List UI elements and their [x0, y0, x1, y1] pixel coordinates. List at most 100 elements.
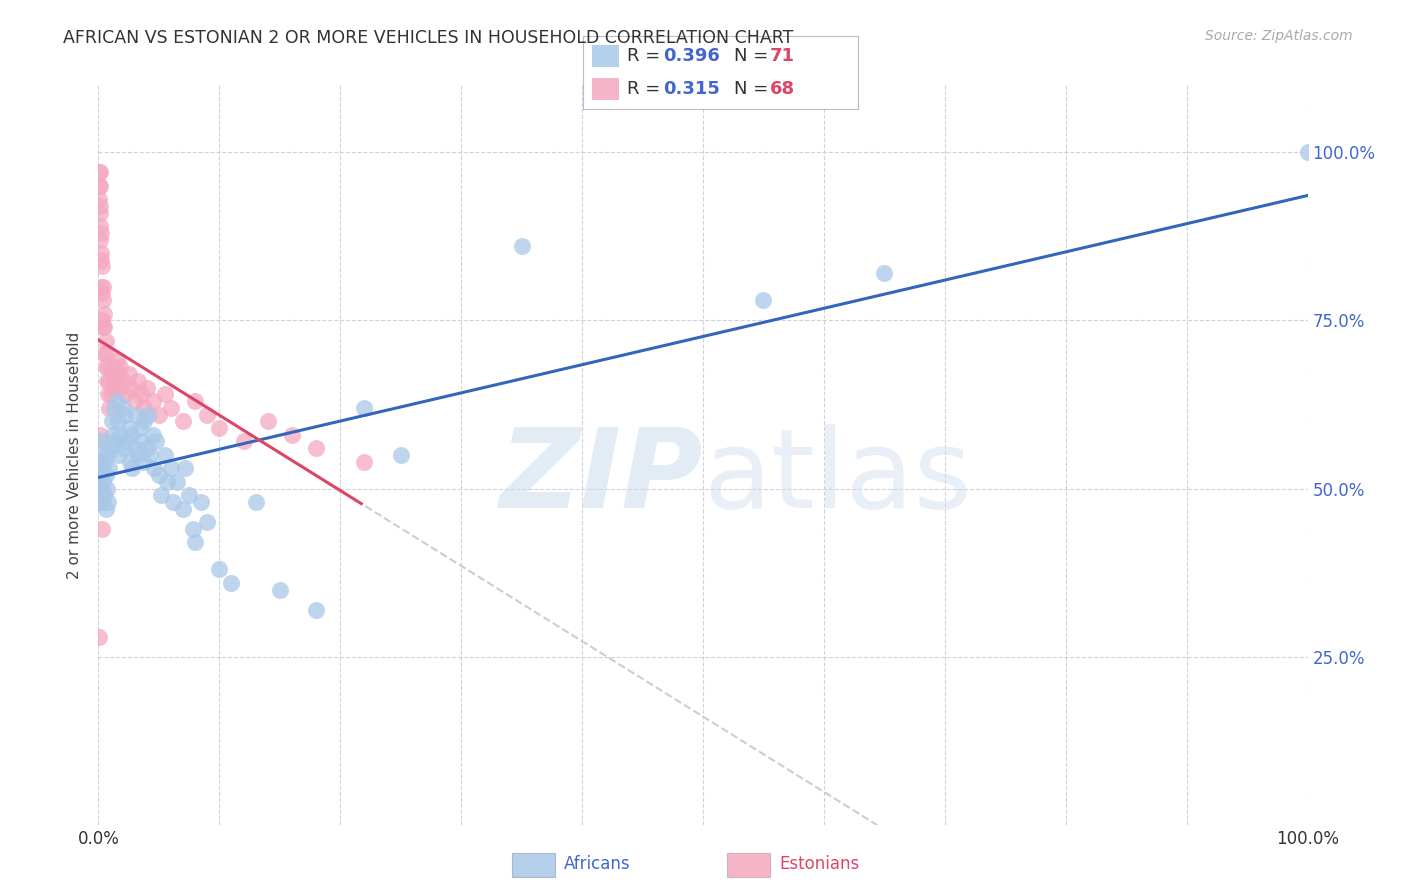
Point — [89, 455, 111, 469]
Point — [93, 455, 115, 469]
Point — [269, 582, 291, 597]
Text: AFRICAN VS ESTONIAN 2 OR MORE VEHICLES IN HOUSEHOLD CORRELATION CHART: AFRICAN VS ESTONIAN 2 OR MORE VEHICLES I… — [63, 29, 793, 46]
Point — [94, 468, 117, 483]
Point — [118, 367, 141, 381]
Point — [121, 461, 143, 475]
Point — [89, 482, 111, 496]
Point — [100, 414, 122, 428]
FancyBboxPatch shape — [512, 853, 555, 877]
Point — [97, 495, 120, 509]
Point — [105, 394, 128, 409]
Point — [108, 427, 131, 442]
Point — [89, 192, 111, 206]
Point — [91, 313, 114, 327]
Point — [93, 307, 115, 321]
Point — [127, 448, 149, 462]
Point — [100, 367, 122, 381]
FancyBboxPatch shape — [727, 853, 770, 877]
Point — [101, 381, 124, 395]
Point — [172, 501, 194, 516]
Point — [124, 394, 146, 409]
Text: Estonians: Estonians — [779, 855, 859, 873]
Point — [145, 434, 167, 449]
Point — [90, 455, 112, 469]
Point — [184, 394, 207, 409]
Point — [353, 455, 375, 469]
Point — [91, 461, 114, 475]
Point — [156, 475, 179, 489]
Point — [107, 367, 129, 381]
Point — [89, 233, 111, 247]
Point — [91, 320, 114, 334]
FancyBboxPatch shape — [592, 45, 619, 67]
Point — [118, 455, 141, 469]
Point — [153, 448, 176, 462]
Point — [89, 199, 111, 213]
Point — [93, 488, 115, 502]
Point — [127, 374, 149, 388]
Point — [89, 205, 111, 219]
Point — [160, 461, 183, 475]
Point — [89, 219, 111, 233]
Point — [103, 360, 125, 375]
Point — [91, 279, 114, 293]
Point — [108, 381, 131, 395]
Point — [179, 488, 201, 502]
Point — [142, 394, 165, 409]
Point — [124, 441, 146, 455]
Point — [120, 427, 142, 442]
FancyBboxPatch shape — [592, 78, 619, 100]
Point — [98, 374, 121, 388]
Point — [104, 374, 127, 388]
Text: atlas: atlas — [703, 424, 972, 531]
Point — [150, 488, 173, 502]
Point — [96, 448, 118, 462]
Point — [97, 387, 120, 401]
Point — [89, 630, 111, 644]
Point — [190, 495, 212, 509]
Point — [148, 468, 170, 483]
Point — [142, 427, 165, 442]
Point — [91, 475, 114, 489]
Point — [98, 461, 121, 475]
Point — [125, 408, 148, 422]
Point — [98, 401, 121, 415]
Point — [752, 293, 775, 307]
Point — [105, 353, 128, 368]
Point — [208, 421, 231, 435]
Point — [195, 515, 218, 529]
Point — [90, 226, 112, 240]
Point — [89, 165, 111, 179]
Point — [172, 414, 194, 428]
Point — [103, 401, 125, 415]
Point — [208, 562, 231, 576]
Point — [93, 320, 115, 334]
Point — [90, 495, 112, 509]
Point — [94, 334, 117, 348]
Point — [166, 475, 188, 489]
Point — [148, 408, 170, 422]
Point — [90, 468, 112, 483]
Point — [100, 387, 122, 401]
Point — [195, 408, 218, 422]
Point — [353, 401, 375, 415]
Point — [89, 468, 111, 483]
Point — [120, 381, 142, 395]
Point — [135, 441, 157, 455]
Point — [115, 434, 138, 449]
Text: N =: N = — [734, 47, 775, 65]
Point — [97, 360, 120, 375]
Point — [96, 347, 118, 361]
Point — [87, 178, 110, 193]
Point — [114, 387, 136, 401]
Text: Africans: Africans — [564, 855, 631, 873]
Point — [96, 374, 118, 388]
Text: 0.396: 0.396 — [664, 47, 720, 65]
Point — [96, 482, 118, 496]
Point — [107, 414, 129, 428]
Y-axis label: 2 or more Vehicles in Household: 2 or more Vehicles in Household — [67, 331, 83, 579]
Point — [139, 448, 162, 462]
Point — [143, 461, 166, 475]
Point — [91, 522, 114, 536]
Point — [305, 441, 328, 455]
